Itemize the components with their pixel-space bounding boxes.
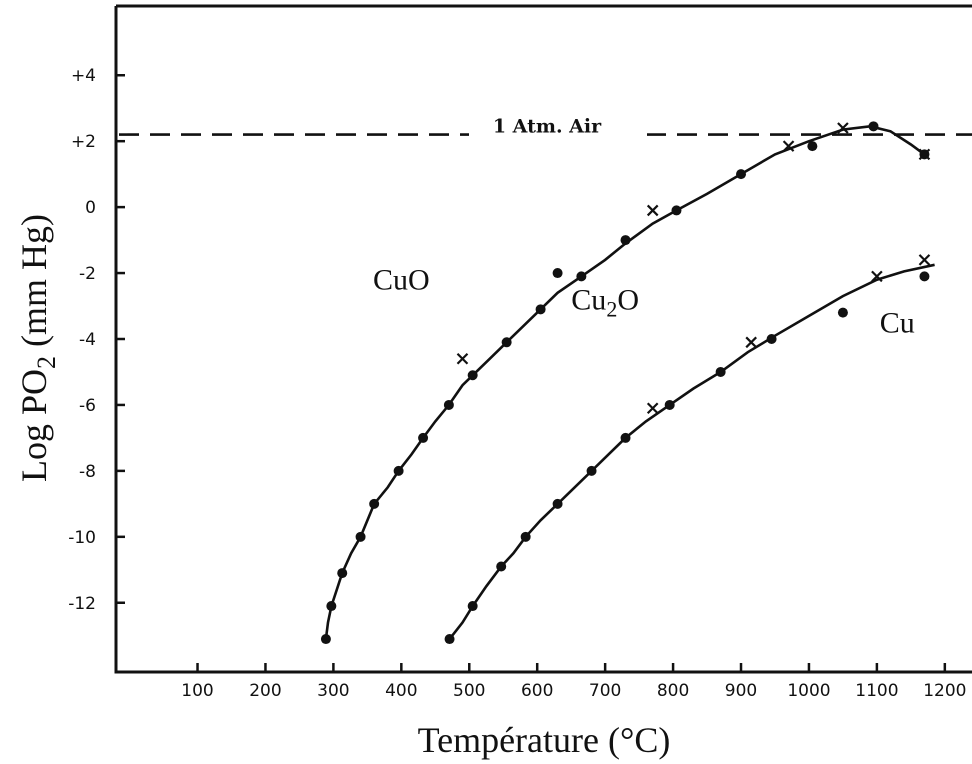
data-point-dot (337, 568, 348, 579)
data-point-dot (418, 432, 429, 443)
region-label-part: CuO (373, 264, 430, 297)
equilibrium-curves (324, 124, 935, 640)
y-axis-title-part: 2 (32, 356, 61, 369)
y-tick-label: -10 (68, 528, 96, 548)
data-point-dot (443, 399, 454, 410)
y-tick-label: -2 (79, 264, 96, 284)
data-point-dot (715, 366, 726, 377)
x-tick-label: 500 (453, 681, 485, 701)
data-point-dot (444, 634, 455, 645)
data-point-dot (496, 561, 507, 572)
data-point-dot (320, 634, 331, 645)
data-point-cross (456, 353, 469, 365)
y-tick-label: -8 (79, 462, 96, 482)
y-axis-title-part: (mm Hg) (14, 214, 54, 356)
plot-frame (114, 4, 972, 674)
data-point-cross (837, 122, 849, 134)
data-point-dot (326, 601, 337, 612)
x-tick-label: 1000 (787, 681, 830, 701)
data-point-dot (807, 141, 818, 152)
x-axis-ticks: 100 200 300 400 500 600 700 800 900 1000 1100 1200 (181, 663, 966, 701)
data-point-dot (620, 235, 631, 246)
data-point-dot (837, 307, 848, 318)
reference-line-group: 1 Atm. Air (119, 116, 972, 148)
x-tick-label: 1200 (923, 681, 966, 701)
data-point-dot (467, 370, 478, 381)
region-label: CuO (373, 264, 430, 297)
data-point-dot (535, 304, 546, 315)
y-axis-title: Log PO2 (mm Hg) (14, 214, 61, 482)
data-point-dot (664, 399, 675, 410)
data-point-dot (766, 334, 777, 344)
equilibrium-curve-2 (448, 263, 935, 640)
axes (114, 4, 972, 674)
region-label: Cu2O (571, 283, 639, 321)
x-axis-title: Température (°C) (418, 720, 671, 760)
x-tick-label: 600 (521, 681, 553, 701)
data-point-dot (736, 169, 747, 180)
data-point-dot (552, 268, 563, 279)
data-point-dot (355, 531, 366, 542)
data-point-dot (620, 432, 631, 443)
data-point-cross (646, 204, 659, 217)
region-label: Cu (880, 306, 915, 339)
equilibrium-curve-1 (324, 124, 926, 640)
data-point-cross (918, 254, 931, 266)
x-tick-label: 900 (725, 681, 757, 701)
reference-line-label: 1 Atm. Air (493, 116, 602, 138)
region-label-part: O (617, 283, 639, 316)
region-label-part: Cu (571, 283, 606, 316)
region-label-part: 2 (606, 296, 617, 321)
data-point-dot (501, 337, 512, 348)
data-point-cross (782, 140, 795, 152)
x-tick-label: 300 (317, 681, 349, 701)
data-point-cross (646, 402, 659, 415)
y-tick-label: -4 (79, 330, 96, 350)
data-point-dot (576, 271, 587, 282)
x-tick-label: 800 (657, 681, 689, 701)
data-point-dot (671, 205, 682, 216)
reference-label-background (469, 117, 647, 148)
data-markers (320, 121, 931, 645)
x-tick-label: 700 (589, 681, 621, 701)
data-point-dot (369, 498, 380, 509)
region-label-part: Cu (880, 306, 915, 339)
data-point-dot (586, 465, 597, 476)
y-tick-label: -12 (68, 594, 96, 614)
data-point-dot (520, 531, 531, 542)
data-point-cross (918, 148, 931, 161)
data-point-dot (467, 601, 478, 612)
y-tick-label: -6 (79, 396, 96, 416)
x-tick-label: 200 (249, 681, 281, 701)
y-tick-label: +4 (71, 66, 96, 86)
data-point-dot (393, 465, 404, 476)
y-axis-title-part: Log PO (14, 369, 54, 482)
data-point-cross (871, 270, 883, 283)
x-tick-label: 100 (181, 681, 213, 701)
data-point-dot (868, 121, 879, 132)
data-point-dot (919, 271, 930, 282)
data-point-cross (745, 336, 757, 349)
y-axis-ticks: +4 +2 0 -2 -4 -6 -8 -10 -12 (68, 66, 125, 614)
data-point-dot (552, 498, 563, 509)
x-tick-label: 400 (385, 681, 417, 701)
x-tick-label: 1100 (855, 681, 898, 701)
y-tick-label: 0 (85, 198, 96, 218)
y-tick-label: +2 (71, 132, 96, 152)
